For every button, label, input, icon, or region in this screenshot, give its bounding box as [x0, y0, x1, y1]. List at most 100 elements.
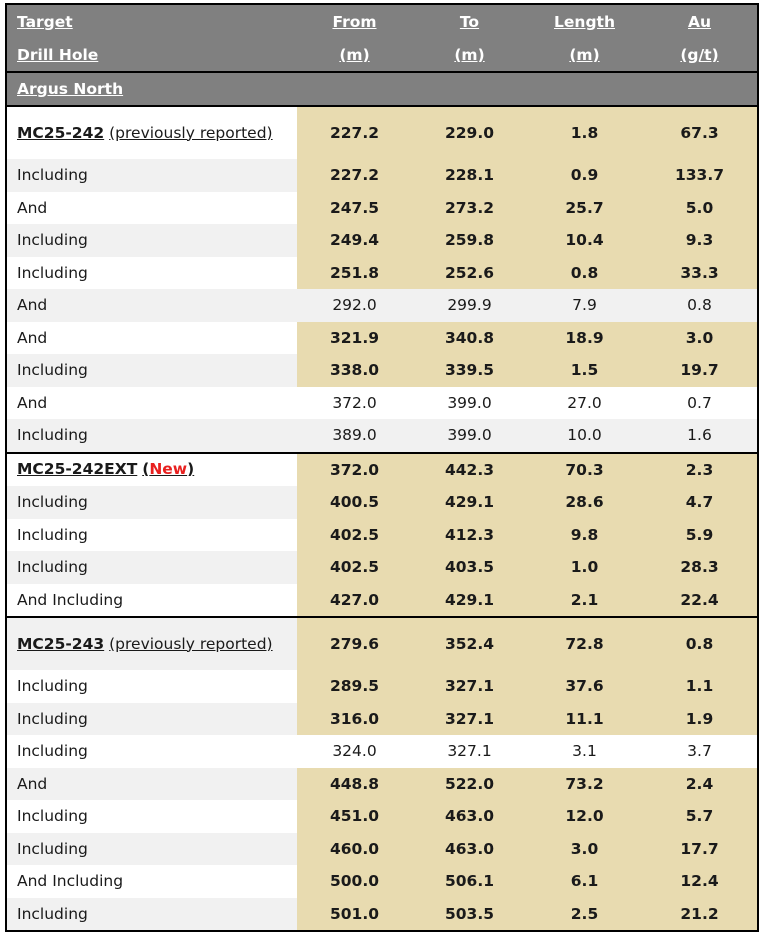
interval-label: And — [6, 386, 297, 419]
cell-from: 289.5 — [297, 670, 412, 703]
cell-to: 403.5 — [412, 551, 527, 584]
interval-row: Including 460.0 463.0 3.0 17.7 — [6, 832, 758, 865]
cell-from: 402.5 — [297, 551, 412, 584]
interval-row: And 448.8 522.0 73.2 2.4 — [6, 767, 758, 800]
interval-row: And Including 427.0 429.1 2.1 22.4 — [6, 583, 758, 617]
cell-to: 352.4 — [412, 616, 527, 670]
cell-au: 1.1 — [642, 670, 758, 703]
cell-to: 429.1 — [412, 583, 527, 617]
interval-row: Including 400.5 429.1 28.6 4.7 — [6, 486, 758, 519]
interval-label: And — [6, 191, 297, 224]
cell-length: 70.3 — [527, 451, 642, 486]
cell-from: 460.0 — [297, 832, 412, 865]
header-length-unit: (m) — [527, 38, 642, 73]
cell-length: 25.7 — [527, 191, 642, 224]
cell-from: 372.0 — [297, 451, 412, 486]
interval-row: Including 389.0 399.0 10.0 1.6 — [6, 419, 758, 453]
cell-from: 372.0 — [297, 386, 412, 419]
cell-to: 522.0 — [412, 767, 527, 800]
header-target: Target — [6, 4, 297, 38]
cell-length: 28.6 — [527, 486, 642, 519]
interval-label: And — [6, 321, 297, 354]
interval-label: Including — [6, 486, 297, 519]
cell-from: 400.5 — [297, 486, 412, 519]
cell-length: 3.1 — [527, 735, 642, 768]
cell-from: 227.2 — [297, 159, 412, 192]
cell-length: 10.0 — [527, 419, 642, 453]
paren-close: ) — [187, 460, 195, 479]
cell-to: 273.2 — [412, 191, 527, 224]
cell-to: 252.6 — [412, 256, 527, 289]
interval-label: Including — [6, 224, 297, 257]
cell-to: 429.1 — [412, 486, 527, 519]
interval-label: Including — [6, 518, 297, 551]
hole-note: (previously reported) — [109, 634, 273, 653]
region-blank — [642, 72, 758, 107]
hole-summary-row: MC25-243 (previously reported) 279.6 352.4… — [6, 616, 758, 670]
cell-au: 28.3 — [642, 551, 758, 584]
interval-row: Including 402.5 412.3 9.8 5.9 — [6, 518, 758, 551]
cell-to: 399.0 — [412, 419, 527, 453]
cell-length: 11.1 — [527, 702, 642, 735]
cell-length: 3.0 — [527, 832, 642, 865]
cell-to: 506.1 — [412, 865, 527, 898]
interval-label: Including — [6, 159, 297, 192]
header-length: Length — [527, 4, 642, 38]
cell-au: 5.9 — [642, 518, 758, 551]
interval-row: And 321.9 340.8 18.9 3.0 — [6, 321, 758, 354]
cell-from: 427.0 — [297, 583, 412, 617]
cell-au: 22.4 — [642, 583, 758, 617]
cell-from: 249.4 — [297, 224, 412, 257]
hole-label: MC25-243 (previously reported) — [6, 616, 297, 670]
cell-au: 21.2 — [642, 897, 758, 931]
cell-from: 501.0 — [297, 897, 412, 931]
cell-length: 73.2 — [527, 767, 642, 800]
interval-row: Including 249.4 259.8 10.4 9.3 — [6, 224, 758, 257]
cell-from: 451.0 — [297, 800, 412, 833]
drill-results-table: Target From To Length Au Drill Hole (m) … — [5, 3, 759, 932]
cell-to: 442.3 — [412, 451, 527, 486]
region-blank — [297, 72, 412, 107]
cell-to: 339.5 — [412, 354, 527, 387]
cell-from: 500.0 — [297, 865, 412, 898]
interval-row: Including 289.5 327.1 37.6 1.1 — [6, 670, 758, 703]
interval-row: And 292.0 299.9 7.9 0.8 — [6, 289, 758, 322]
cell-au: 2.3 — [642, 451, 758, 486]
cell-length: 9.8 — [527, 518, 642, 551]
cell-length: 12.0 — [527, 800, 642, 833]
cell-length: 18.9 — [527, 321, 642, 354]
header-au-unit: (g/t) — [642, 38, 758, 73]
cell-to: 503.5 — [412, 897, 527, 931]
interval-row: Including 338.0 339.5 1.5 19.7 — [6, 354, 758, 387]
region-blank — [412, 72, 527, 107]
cell-to: 327.1 — [412, 735, 527, 768]
cell-from: 389.0 — [297, 419, 412, 453]
interval-label: And Including — [6, 865, 297, 898]
cell-to: 463.0 — [412, 800, 527, 833]
cell-to: 399.0 — [412, 386, 527, 419]
hole-summary-row: MC25-242 (previously reported) 227.2 229.0… — [6, 105, 758, 159]
interval-label: Including — [6, 832, 297, 865]
cell-au: 2.4 — [642, 767, 758, 800]
cell-from: 292.0 — [297, 289, 412, 322]
cell-au: 5.7 — [642, 800, 758, 833]
cell-to: 228.1 — [412, 159, 527, 192]
cell-length: 2.5 — [527, 897, 642, 931]
new-badge: New — [149, 460, 188, 479]
cell-length: 7.9 — [527, 289, 642, 322]
hole-id: MC25-243 — [17, 634, 105, 653]
cell-au: 19.7 — [642, 354, 758, 387]
interval-row: Including 501.0 503.5 2.5 21.2 — [6, 897, 758, 931]
cell-from: 321.9 — [297, 321, 412, 354]
interval-label: And — [6, 767, 297, 800]
region-blank — [527, 72, 642, 107]
region-name: Argus North — [6, 72, 297, 107]
interval-row: And 372.0 399.0 27.0 0.7 — [6, 386, 758, 419]
header-from: From — [297, 4, 412, 38]
paren-open: ( — [142, 460, 150, 479]
cell-au: 33.3 — [642, 256, 758, 289]
cell-au: 3.7 — [642, 735, 758, 768]
interval-row: And 247.5 273.2 25.7 5.0 — [6, 191, 758, 224]
region-row: Argus North — [6, 72, 758, 107]
cell-length: 37.6 — [527, 670, 642, 703]
